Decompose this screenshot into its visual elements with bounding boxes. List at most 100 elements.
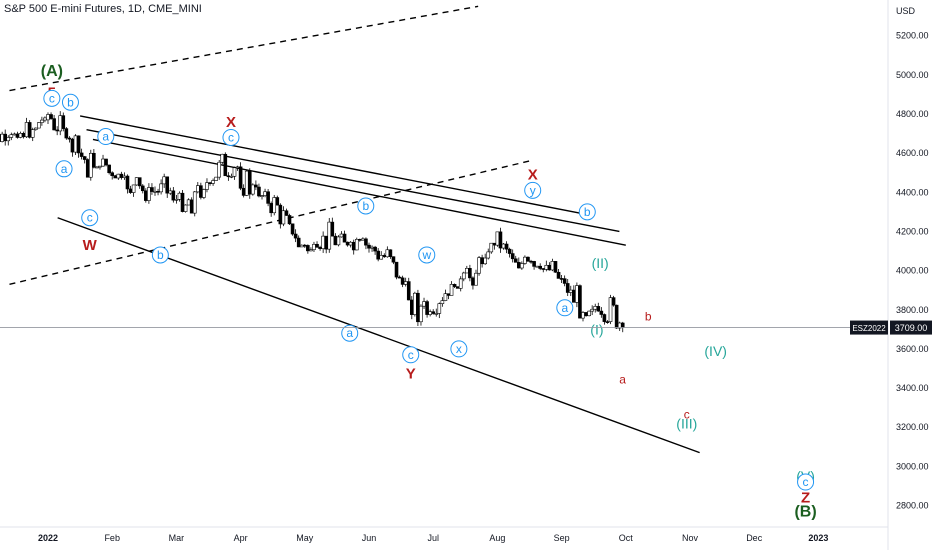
candle-down [382,255,387,258]
price-tick-label: 3400.00 [896,383,929,393]
candle-up [37,122,41,129]
wave-label-circle [578,203,596,221]
wave-label: (I) [590,321,603,337]
candle-up [544,264,549,270]
candle-down [284,210,289,216]
candle-down [391,256,396,263]
wave-label: Y [406,365,416,382]
time-tick-label: Mar [169,533,185,543]
candle-down [21,133,26,138]
candle-down [315,243,319,248]
candle-down [296,237,301,248]
candle-up [95,166,99,169]
candle-down [596,306,601,312]
time-tick-label: Nov [682,533,699,543]
candle-up [220,153,225,163]
candle-up [535,265,539,268]
candle-up [33,127,38,130]
candle-up [186,199,191,206]
candle-down [257,186,261,197]
candle-down [394,261,399,278]
wave-label-circle [341,324,359,342]
candle-down [92,152,96,168]
candle-down [425,301,429,315]
candle-up [419,305,423,323]
candle-down [3,133,7,142]
candle-down [85,159,90,178]
candle-down [572,289,576,303]
candle-down [67,137,72,140]
candle-up [46,114,50,121]
candle-down [565,283,570,293]
candle-up [229,175,234,178]
candle-down [605,321,610,323]
candle-up [422,301,426,307]
candle-down [269,203,273,214]
wave-label-circle [81,209,99,227]
candle-down [480,257,484,265]
price-axis[interactable]: USD 5200.00 5000.00 4800.00 4600.00 4400.00 42… [896,6,929,511]
candle-down [287,215,292,225]
candle-up [192,191,197,214]
time-tick-label: Feb [104,533,120,543]
candle-up [159,183,163,193]
wave-label: W [83,237,98,254]
candle-up [168,190,173,194]
wave-label: X [528,167,538,184]
candle-down [113,175,118,179]
candle-down [376,250,380,260]
wave-label-circle [402,346,420,364]
last-price-badge [890,320,932,335]
candle-up [162,176,166,185]
time-tick-label: Aug [489,533,505,543]
candle-up [361,238,365,241]
candle-down [397,276,402,279]
candle-up [348,241,353,246]
candle-up [89,152,93,178]
candle-down [345,241,350,246]
candle-down [431,311,436,314]
candle-down [70,138,75,153]
wave-label: a [619,372,626,386]
candle-down [49,114,53,119]
wave-label-circle [450,340,468,358]
candle-down [180,192,185,212]
candle-up [458,278,463,289]
candle-up [244,170,249,196]
candle-up [263,191,267,196]
candle-up [205,182,209,190]
price-tick-label: 2800.00 [896,501,929,511]
candle-down [513,258,518,263]
time-tick-label: Apr [234,533,248,543]
symbol-badge-label: ESZ2022 [852,324,886,333]
candle-down [140,185,145,192]
wave-label-circle [357,197,375,215]
time-axis[interactable]: 2022 Feb Mar Apr May Jun Jul Aug Sep Oct Nov Dec 202… [38,533,828,543]
candle-down [553,261,558,273]
price-axis-currency: USD [896,6,916,16]
candle-down [400,277,405,285]
wave-label: (A) [41,63,63,80]
candle-up [153,190,157,193]
wave-label-circle [556,299,574,317]
candle-up [232,167,237,177]
candle-down [364,238,368,246]
candle-up [321,235,325,249]
candle-down [64,128,69,139]
candle-down [125,175,130,190]
candle-up [483,257,487,265]
candle-down [119,173,124,178]
price-tick-label: 5000.00 [896,70,929,80]
price-tick-label: 4200.00 [896,226,929,236]
candle-down [446,293,451,296]
trendline [79,115,594,217]
candle-up [9,134,14,138]
candle-down [602,314,607,322]
candle-up [354,239,359,251]
wave-label: a [61,162,68,176]
candle-down [529,260,533,263]
candle-down [156,190,160,193]
candle-down [388,249,393,257]
candle-down [165,176,170,194]
